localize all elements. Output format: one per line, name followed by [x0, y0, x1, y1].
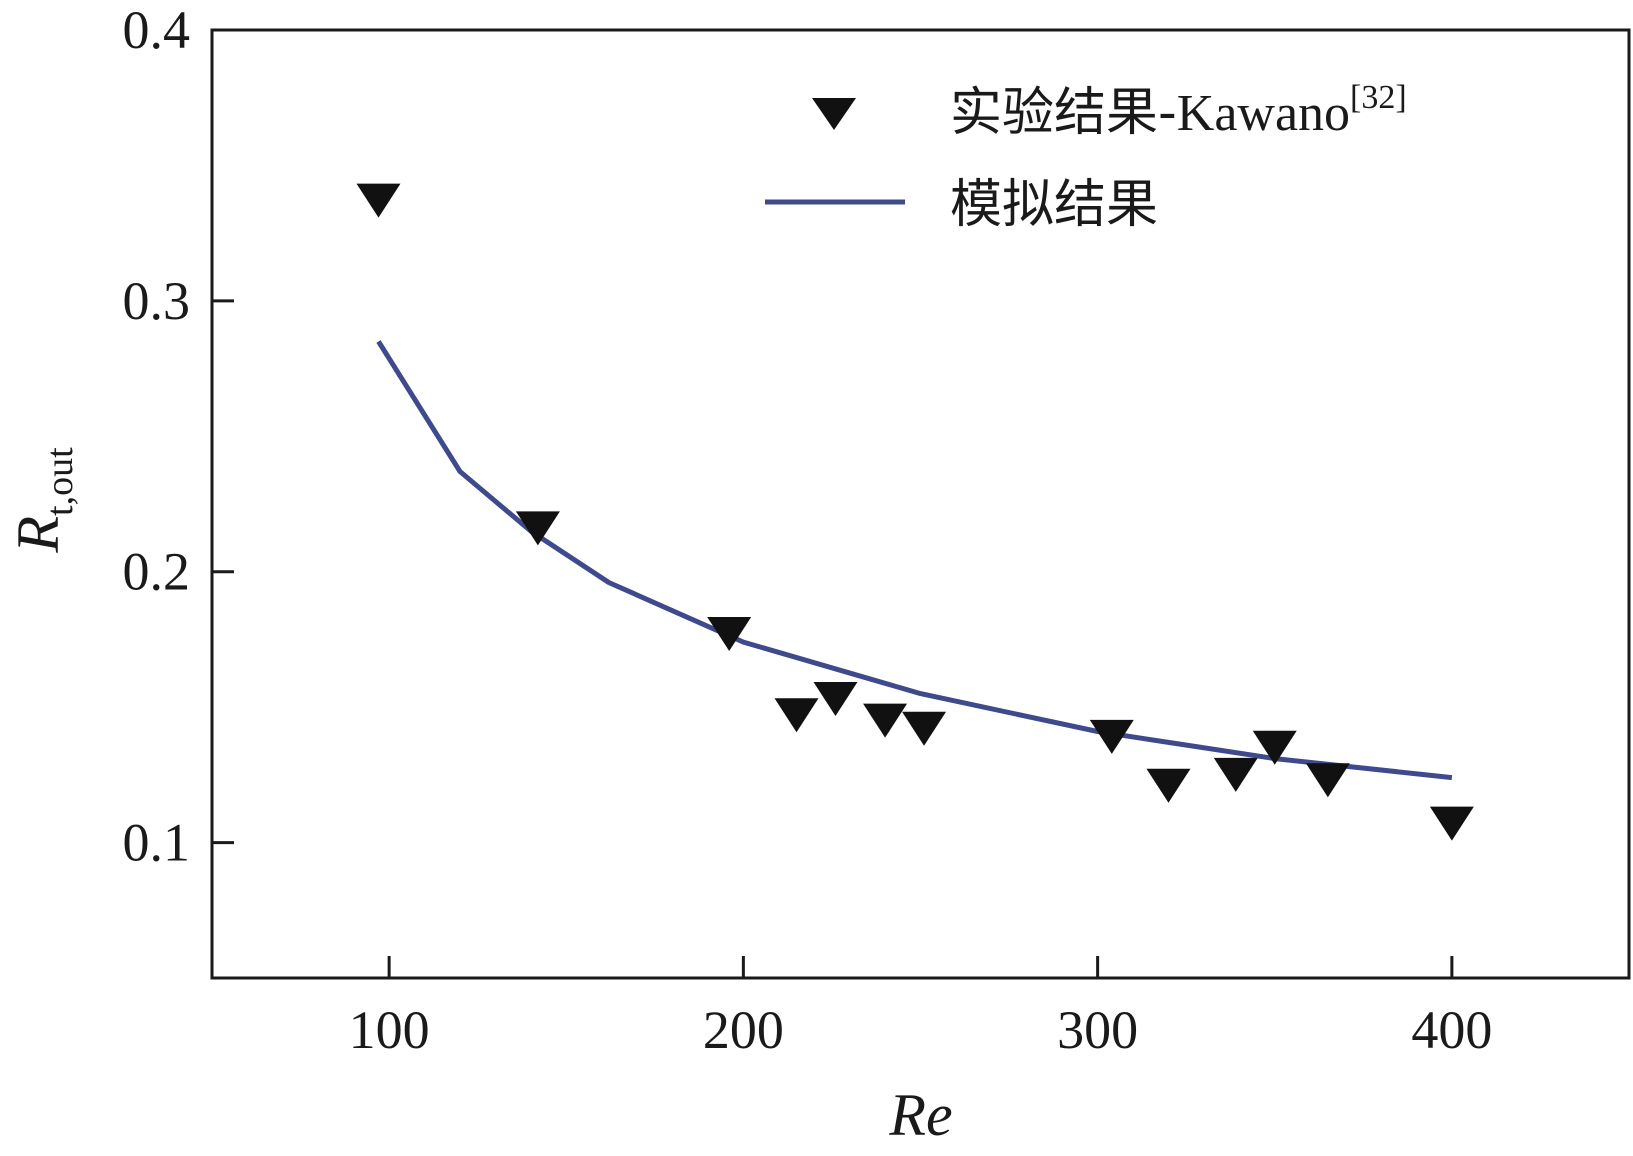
data-point-triangle: [1089, 719, 1134, 754]
x-tick-label: 400: [1411, 1000, 1492, 1060]
data-point-triangle: [774, 698, 819, 733]
data-point-triangle: [707, 617, 752, 652]
x-tick-label: 100: [349, 1000, 430, 1060]
data-point-triangle: [1252, 730, 1297, 765]
data-point-triangle: [356, 183, 401, 218]
plot-frame: [210, 28, 1631, 980]
y-tick-label: 0.2: [123, 542, 191, 602]
legend: 实验结果-Kawano[32] 模拟结果: [765, 79, 1407, 235]
data-point-triangle: [1429, 806, 1474, 841]
legend-marker-triangle-down: [812, 98, 856, 130]
experiment-points-layer: [356, 183, 1474, 841]
y-tick-label: 0.3: [123, 271, 191, 331]
y-axis-title-subscript: t,out: [39, 447, 81, 516]
legend-label-experiment-ref: [32]: [1350, 79, 1407, 116]
x-axis-title: Re: [888, 1082, 952, 1148]
legend-label-simulation: 模拟结果: [950, 175, 1158, 235]
legend-label-experiment: 实验结果-Kawano[32]: [950, 79, 1407, 143]
data-point-triangle: [1146, 768, 1191, 803]
tick-marks: [212, 28, 1454, 978]
data-point-triangle: [902, 711, 947, 746]
data-point-triangle: [515, 511, 560, 546]
simulation-line: [376, 340, 1453, 781]
data-point-triangle: [813, 682, 858, 717]
tick-labels: 100 200 300 400 0.1 0.2 0.3 0.4: [123, 0, 1493, 1060]
data-point-triangle: [1305, 763, 1350, 798]
data-point-triangle: [863, 703, 908, 738]
y-axis-title: Rt,out: [5, 447, 81, 554]
y-axis-title-main: R: [5, 516, 71, 554]
svg-text:Rt,out: Rt,out: [5, 447, 81, 554]
legend-label-experiment-cjk: 实验结果-: [950, 83, 1177, 143]
y-tick-label: 0.4: [123, 0, 191, 60]
simulation-line-layer: [376, 340, 1453, 781]
x-tick-label: 200: [703, 1000, 784, 1060]
y-tick-label: 0.1: [123, 813, 191, 873]
x-tick-label: 300: [1057, 1000, 1138, 1060]
data-point-triangle: [1213, 757, 1258, 792]
legend-label-experiment-latin: Kawano: [1177, 85, 1350, 142]
